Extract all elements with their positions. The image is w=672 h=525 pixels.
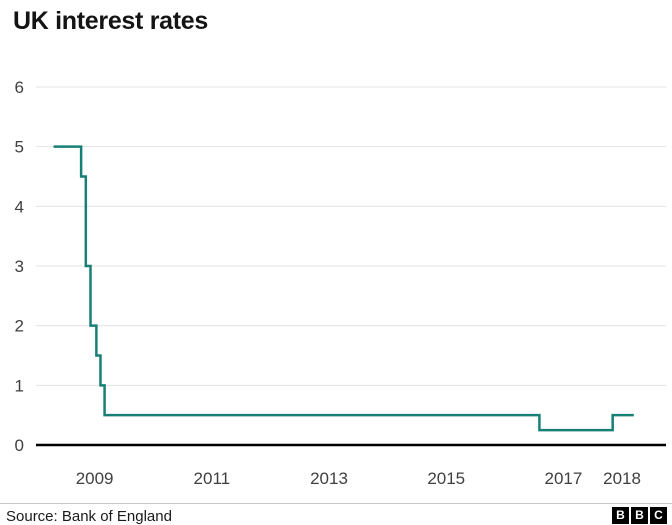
y-tick-label: 3 bbox=[15, 257, 24, 276]
y-tick-label: 2 bbox=[15, 317, 24, 336]
x-tick-label: 2009 bbox=[76, 469, 114, 488]
y-tick-label: 6 bbox=[15, 78, 24, 97]
bbc-logo-letter-b2: B bbox=[631, 507, 648, 524]
x-tick-label: 2011 bbox=[194, 469, 231, 488]
y-tick-label: 4 bbox=[15, 197, 24, 216]
y-tick-label: 1 bbox=[15, 376, 24, 395]
bbc-logo-letter-b1: B bbox=[612, 507, 629, 524]
x-tick-label: 2017 bbox=[545, 469, 583, 488]
bbc-logo-letter-c: C bbox=[650, 507, 667, 524]
rate-line bbox=[53, 145, 634, 432]
y-tick-label: 0 bbox=[15, 436, 24, 455]
source-attribution: Source: Bank of England bbox=[6, 508, 172, 525]
footer-divider bbox=[0, 503, 672, 504]
y-tick-label: 5 bbox=[15, 138, 24, 157]
x-tick-label: 2013 bbox=[310, 469, 348, 488]
x-tick-label: 2018 bbox=[603, 469, 641, 488]
x-tick-label: 2015 bbox=[427, 469, 465, 488]
bbc-logo: B B C bbox=[612, 507, 667, 524]
interest-rate-chart: 0 1 2 3 4 5 6 2009 2011 2013 2015 2017 2018 bbox=[15, 78, 666, 488]
chart-title: UK interest rates bbox=[13, 7, 208, 35]
